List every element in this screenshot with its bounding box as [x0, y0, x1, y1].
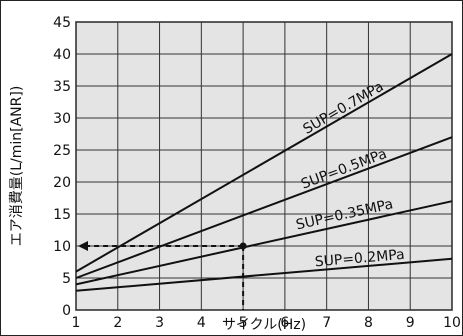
y-tick-label-4: 20 — [53, 175, 71, 191]
series-line-1 — [75, 136, 453, 279]
x-tick-label-5: 6 — [280, 315, 289, 331]
annotation-guides — [78, 241, 247, 310]
y-tick-label-0: 0 — [62, 303, 71, 319]
y-tick-label-5: 25 — [53, 143, 71, 159]
y-tick-label-1: 5 — [62, 271, 71, 287]
annotation-point — [239, 242, 247, 250]
y-tick-label-8: 40 — [53, 47, 71, 63]
y-tick-label-2: 10 — [53, 239, 71, 255]
x-tick-label-2: 3 — [155, 315, 164, 331]
series-line-3 — [75, 257, 453, 292]
y-tick-label-3: 15 — [53, 207, 71, 223]
series-lines — [75, 53, 453, 292]
plot-area — [75, 21, 453, 311]
series-label-3: SUP=0.2MPa — [314, 247, 405, 271]
annotation-arrowhead — [78, 241, 88, 251]
series-line-0 — [75, 53, 453, 273]
x-tick-label-9: 10 — [443, 315, 461, 331]
grid-lines — [75, 21, 453, 311]
series-line-2 — [75, 200, 453, 286]
x-tick-label-0: 1 — [72, 315, 81, 331]
x-tick-label-7: 8 — [364, 315, 373, 331]
y-tick-label-6: 30 — [53, 111, 71, 127]
y-tick-label-9: 45 — [53, 15, 71, 31]
y-tick-label-7: 35 — [53, 79, 71, 95]
x-tick-label-1: 2 — [113, 315, 122, 331]
x-tick-label-8: 9 — [406, 315, 415, 331]
x-tick-label-6: 7 — [322, 315, 331, 331]
x-tick-label-3: 4 — [197, 315, 206, 331]
y-axis-title: エア消費量(L/min[ANR]) — [9, 86, 25, 247]
x-tick-label-4: 5 — [239, 315, 248, 331]
x-axis-title: サイクル(Hz) — [222, 317, 306, 333]
